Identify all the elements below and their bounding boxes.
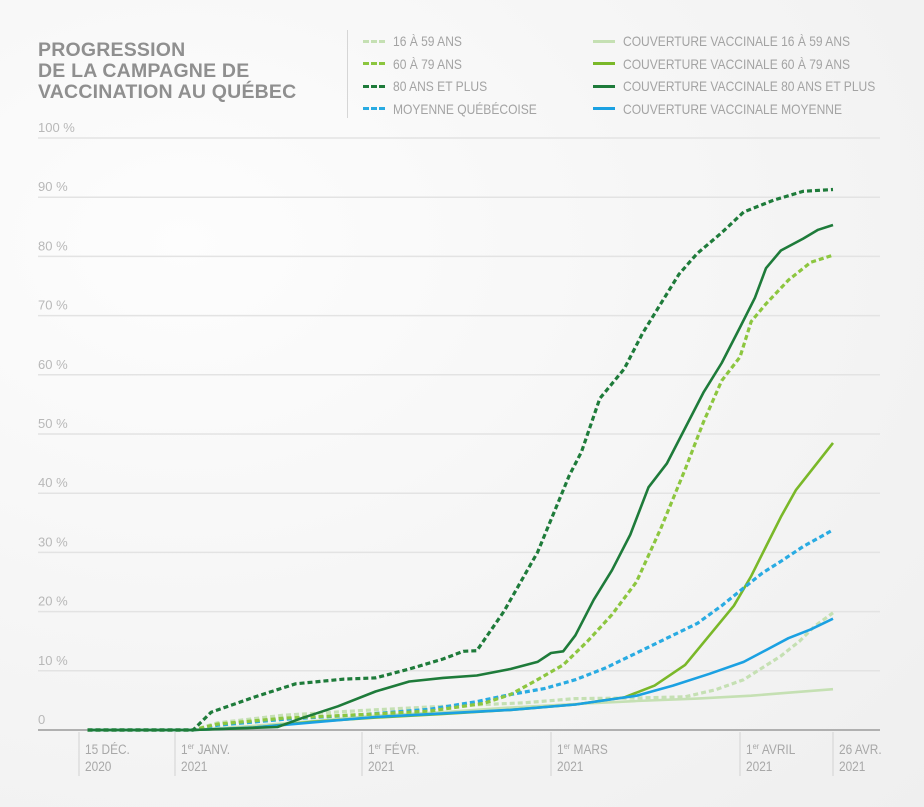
legend-solid: COUVERTURE VACCINALE 16 À 59 ANS COUVERTU… bbox=[593, 30, 916, 120]
solid-line-swatch-icon bbox=[593, 39, 615, 43]
y-tick-label: 30 % bbox=[38, 534, 68, 549]
chart-title-line: VACCINATION AU QUÉBEC bbox=[38, 81, 297, 103]
legend-label: 16 À 59 ANS bbox=[393, 33, 462, 50]
y-tick-label: 60 % bbox=[38, 357, 68, 372]
dashed-line-swatch-icon bbox=[363, 62, 385, 66]
x-tick-year: 2021 bbox=[368, 758, 394, 774]
legend-item: 60 À 79 ANS bbox=[363, 53, 560, 76]
y-tick-label: 100 % bbox=[38, 120, 75, 135]
series-line-solid-4 bbox=[87, 687, 834, 732]
y-tick-label: 20 % bbox=[38, 594, 68, 609]
legend-label: COUVERTURE VACCINALE MOYENNE bbox=[623, 100, 842, 117]
chart-title: PROGRESSION DE LA CAMPAGNE DE VACCINATIO… bbox=[38, 40, 296, 103]
x-tick-label: 1er MARS bbox=[557, 741, 608, 757]
legend-item: MOYENNE QUÉBÉCOISE bbox=[363, 98, 560, 121]
legend-label: 60 À 79 ANS bbox=[393, 55, 462, 72]
legend-label: MOYENNE QUÉBÉCOISE bbox=[393, 100, 537, 117]
solid-line-swatch-icon bbox=[593, 62, 615, 66]
y-tick-label: 40 % bbox=[38, 475, 68, 490]
solid-line-swatch-icon bbox=[593, 107, 615, 111]
legend-item: 80 ANS ET PLUS bbox=[363, 75, 560, 98]
legend-label: COUVERTURE VACCINALE 80 ANS ET PLUS bbox=[623, 78, 876, 95]
series-line-dashed-1 bbox=[87, 253, 834, 732]
series-line-dashed-2 bbox=[87, 187, 834, 732]
y-tick-label: 70 % bbox=[38, 298, 68, 313]
legend-item: COUVERTURE VACCINALE 60 À 79 ANS bbox=[593, 53, 916, 76]
dashed-line-swatch-icon bbox=[363, 39, 385, 43]
x-tick-label: 1er JANV. bbox=[181, 741, 230, 757]
x-tick-label: 1er FÉVR. bbox=[368, 741, 420, 757]
x-tick-year: 2021 bbox=[557, 758, 583, 774]
chart-title-line: PROGRESSION bbox=[38, 39, 186, 61]
legend-label: COUVERTURE VACCINALE 60 À 79 ANS bbox=[623, 55, 851, 72]
x-tick-year: 2021 bbox=[181, 758, 207, 774]
series-line-solid-6 bbox=[87, 223, 834, 732]
x-tick-label: 1er AVRIL bbox=[746, 741, 795, 757]
y-tick-label: 0 bbox=[38, 712, 45, 727]
y-tick-label: 90 % bbox=[38, 179, 68, 194]
series-line-solid-7 bbox=[87, 617, 834, 732]
x-tick-label: 15 DÉC. bbox=[85, 741, 130, 757]
legend-divider bbox=[347, 30, 348, 118]
series-line-solid-5 bbox=[87, 442, 835, 732]
y-tick-label: 10 % bbox=[38, 653, 68, 668]
y-tick-label: 80 % bbox=[38, 238, 68, 253]
series-line-dashed-3 bbox=[87, 528, 834, 732]
solid-line-swatch-icon bbox=[593, 84, 615, 88]
chart-title-line: DE LA CAMPAGNE DE bbox=[38, 60, 250, 82]
x-tick-year: 2021 bbox=[839, 758, 865, 774]
dashed-line-swatch-icon bbox=[363, 107, 385, 111]
legend-label: 80 ANS ET PLUS bbox=[393, 78, 488, 95]
x-tick-year: 2020 bbox=[85, 758, 111, 774]
legend-item: COUVERTURE VACCINALE 80 ANS ET PLUS bbox=[593, 75, 916, 98]
legend-item: COUVERTURE VACCINALE 16 À 59 ANS bbox=[593, 30, 916, 53]
legend-item: 16 À 59 ANS bbox=[363, 30, 560, 53]
series-line-dashed-0 bbox=[87, 611, 834, 732]
dashed-line-swatch-icon bbox=[363, 84, 385, 88]
legend-item: COUVERTURE VACCINALE MOYENNE bbox=[593, 98, 916, 121]
x-tick-year: 2021 bbox=[746, 758, 772, 774]
legend-dashed: 16 À 59 ANS 60 À 79 ANS 80 ANS ET PLUS MOYE… bbox=[363, 30, 560, 120]
x-tick-label: 26 AVR. bbox=[839, 741, 882, 757]
legend-label: COUVERTURE VACCINALE 16 À 59 ANS bbox=[623, 33, 851, 50]
y-tick-label: 50 % bbox=[38, 416, 68, 431]
